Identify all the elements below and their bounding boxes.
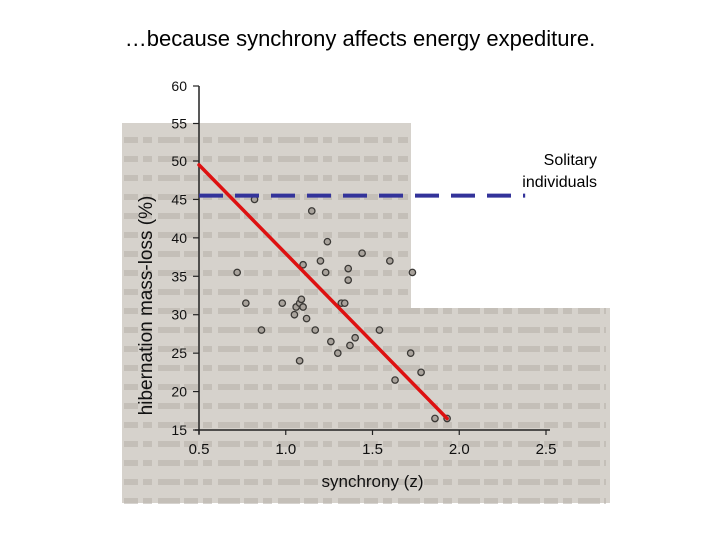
- y-tick-label: 25: [171, 345, 187, 361]
- x-tick-label: 0.5: [189, 441, 210, 458]
- overlay-lines: [197, 163, 526, 421]
- data-point: [290, 310, 299, 319]
- data-point: [321, 268, 330, 277]
- data-point: [344, 276, 353, 284]
- data-point: [316, 257, 325, 265]
- data-point: [327, 337, 335, 346]
- data-point: [358, 249, 366, 258]
- data-point: [323, 237, 332, 246]
- y-tick-label: 20: [171, 384, 187, 400]
- data-point: [431, 414, 439, 423]
- data-point: [406, 349, 415, 357]
- y-tick-label: 50: [171, 153, 187, 169]
- annotation-line-2: individuals: [522, 174, 597, 191]
- y-tick-label: 45: [171, 191, 187, 207]
- x-axis-label: synchrony (z): [321, 472, 423, 491]
- annotation-line-1: Solitary: [543, 152, 597, 169]
- data-point: [311, 326, 320, 334]
- data-point: [391, 376, 399, 384]
- data-point: [278, 299, 287, 308]
- data-point: [375, 326, 384, 334]
- chart-axes: 15 20 25 30 35 40 45 50 55 60 0.5 1.0 1.5 2.0 2.5 synch…: [136, 78, 556, 491]
- slide-title: …because synchrony affects energy expedi…: [124, 26, 596, 51]
- y-tick-label: 55: [171, 116, 187, 132]
- data-point: [385, 257, 394, 265]
- scanned-text-texture: [124, 137, 606, 504]
- data-point: [233, 268, 242, 277]
- data-point: [299, 260, 307, 269]
- x-tick-label: 2.0: [449, 441, 470, 458]
- x-tick-label: 1.0: [275, 441, 296, 458]
- data-point: [257, 326, 266, 334]
- data-point: [351, 333, 359, 342]
- y-tick-label: 35: [171, 268, 187, 284]
- regression-line: [197, 163, 449, 421]
- x-tick-label: 2.5: [536, 441, 557, 458]
- y-tick-label: 15: [171, 422, 187, 438]
- data-point: [333, 349, 342, 357]
- data-point: [346, 341, 354, 350]
- x-tick-label: 1.5: [362, 441, 383, 458]
- y-axis-label: hibernation mass-loss (%): [136, 196, 157, 416]
- data-point: [340, 299, 349, 308]
- y-tick-label: 60: [171, 78, 187, 94]
- y-tick-label: 30: [171, 307, 187, 323]
- data-point: [302, 314, 311, 323]
- data-point: [344, 264, 353, 273]
- solitary-individuals-annotation: Solitary individuals: [437, 150, 597, 194]
- data-point: [408, 268, 417, 277]
- data-point: [299, 303, 307, 311]
- data-point: [241, 299, 250, 308]
- data-point: [307, 207, 316, 215]
- data-points: [233, 195, 451, 423]
- data-point: [297, 295, 306, 304]
- y-tick-label: 40: [171, 230, 187, 246]
- data-point: [417, 368, 425, 377]
- data-point: [295, 356, 304, 365]
